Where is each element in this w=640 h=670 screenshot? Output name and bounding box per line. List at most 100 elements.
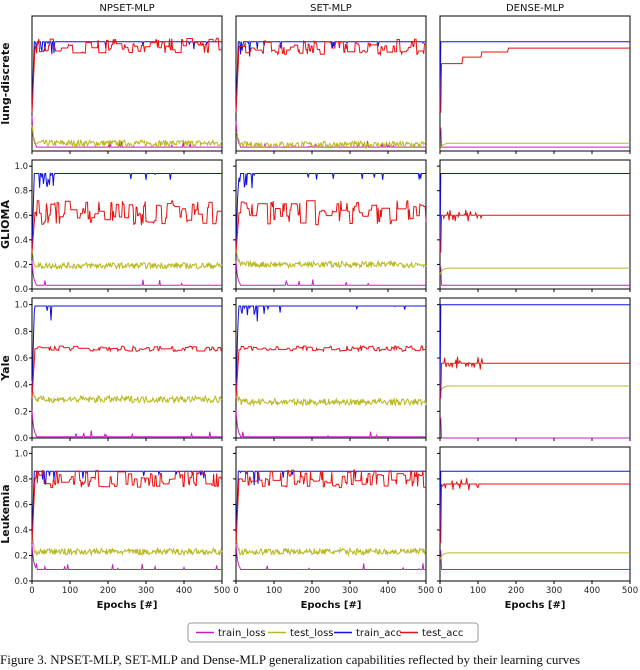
train-acc-series xyxy=(439,41,630,113)
test-acc-series xyxy=(440,478,630,544)
train-loss-series xyxy=(440,127,630,148)
panel-frame xyxy=(31,159,223,290)
train-loss-series xyxy=(440,417,630,439)
column-title: DENSE-MLP xyxy=(506,3,564,14)
y-tick-label: 1.0 xyxy=(14,449,28,459)
train-acc-series xyxy=(31,470,222,543)
test-acc-series xyxy=(440,209,630,253)
panel-frame xyxy=(31,446,223,582)
x-tick-label: 200 xyxy=(100,586,116,596)
test-acc-series xyxy=(31,37,222,113)
test-acc-series xyxy=(31,345,222,399)
y-tick-label: 1.0 xyxy=(14,162,28,172)
x-tick-label: 400 xyxy=(584,586,600,596)
train-loss-series xyxy=(440,549,630,570)
x-axis-label: Epochs [#] xyxy=(301,600,362,611)
train-loss-series xyxy=(31,260,222,286)
panel-frame xyxy=(439,446,631,582)
legend-label: test_acc xyxy=(422,628,463,639)
legend-label: train_acc xyxy=(356,628,401,639)
test-acc-series xyxy=(235,200,427,253)
test-acc-series xyxy=(31,470,223,543)
row-label: lung-discrete xyxy=(0,42,12,124)
panel-frame xyxy=(235,297,427,439)
x-tick-label: 0 xyxy=(233,586,238,596)
test-loss-series xyxy=(31,251,223,271)
y-tick-label: 0.2 xyxy=(14,407,28,417)
test-acc-series xyxy=(235,344,426,399)
y-tick-label: 0.4 xyxy=(14,526,28,536)
x-tick-label: 100 xyxy=(62,586,78,596)
y-tick-label: 0.6 xyxy=(14,354,28,364)
panel-frame xyxy=(439,159,631,290)
y-tick-label: 0.2 xyxy=(14,260,28,270)
train-loss-series xyxy=(235,260,426,286)
test-loss-series xyxy=(235,131,427,150)
test-loss-series xyxy=(31,380,223,405)
x-tick-label: 300 xyxy=(138,586,154,596)
train-acc-series xyxy=(235,470,426,543)
test-loss-series xyxy=(235,249,427,270)
row-label: Leukemia xyxy=(0,484,12,543)
x-tick-label: 200 xyxy=(508,586,524,596)
train-acc-series xyxy=(439,470,630,543)
panel-frame xyxy=(235,15,427,152)
x-tick-label: 500 xyxy=(418,586,434,596)
panel-frame xyxy=(235,159,427,290)
train-loss-series xyxy=(235,543,426,570)
x-tick-label: 200 xyxy=(304,586,320,596)
column-title: NPSET-MLP xyxy=(99,3,154,14)
y-tick-label: 0.0 xyxy=(14,434,28,444)
y-tick-label: 0.8 xyxy=(14,475,28,485)
train-loss-series xyxy=(31,409,222,438)
learning-curves-figure: NPSET-MLP SET-MLP DENSE-MLP lung-discrete GL… xyxy=(0,3,638,643)
y-tick-label: 0.8 xyxy=(14,187,28,197)
panel-frame xyxy=(439,15,631,152)
test-loss-series xyxy=(31,124,223,148)
train-acc-series xyxy=(31,305,222,399)
test-loss-series xyxy=(439,267,630,275)
test-acc-series xyxy=(31,200,222,253)
column-title: SET-MLP xyxy=(310,3,352,14)
x-tick-label: 0 xyxy=(437,586,442,596)
train-loss-series xyxy=(235,409,426,438)
test-loss-series xyxy=(235,382,427,407)
legend-label: test_loss xyxy=(290,628,334,639)
test-loss-series xyxy=(235,533,426,557)
x-tick-label: 400 xyxy=(380,586,396,596)
x-tick-label: 400 xyxy=(176,586,192,596)
y-tick-label: 0.4 xyxy=(14,381,28,391)
panel-frame xyxy=(235,446,427,582)
y-tick-label: 1.0 xyxy=(14,301,28,311)
row-label: Yale xyxy=(0,355,12,382)
legend-label: train_loss xyxy=(218,628,266,639)
y-tick-label: 0.4 xyxy=(14,236,28,246)
test-loss-series xyxy=(439,385,630,393)
panel-frame xyxy=(439,297,631,439)
legend-box xyxy=(187,622,479,643)
train-loss-series xyxy=(31,543,222,570)
y-tick-label: 0.0 xyxy=(14,285,28,295)
x-tick-label: 300 xyxy=(546,586,562,596)
train-loss-series xyxy=(235,121,426,148)
test-acc-series xyxy=(235,38,426,113)
train-acc-series xyxy=(439,173,630,253)
y-tick-label: 0.8 xyxy=(14,327,28,337)
y-tick-label: 0.6 xyxy=(14,211,28,221)
test-acc-series xyxy=(440,47,630,113)
panel-frame xyxy=(31,15,223,152)
train-acc-series xyxy=(31,171,222,253)
test-acc-series xyxy=(235,469,426,543)
figure-caption: Figure 3. NPSET-MLP, SET-MLP and Dense-M… xyxy=(0,652,581,667)
x-tick-label: 500 xyxy=(214,586,230,596)
y-tick-label: 0.2 xyxy=(14,551,28,561)
x-axis-label: Epochs [#] xyxy=(97,600,158,611)
train-acc-series xyxy=(31,41,222,113)
x-axis-label: Epochs [#] xyxy=(505,600,566,611)
y-tick-label: 0.0 xyxy=(14,577,28,587)
test-loss-series xyxy=(439,142,630,150)
train-loss-series xyxy=(440,266,630,286)
x-tick-label: 100 xyxy=(266,586,282,596)
test-acc-series xyxy=(440,356,630,399)
test-loss-series xyxy=(439,552,630,560)
